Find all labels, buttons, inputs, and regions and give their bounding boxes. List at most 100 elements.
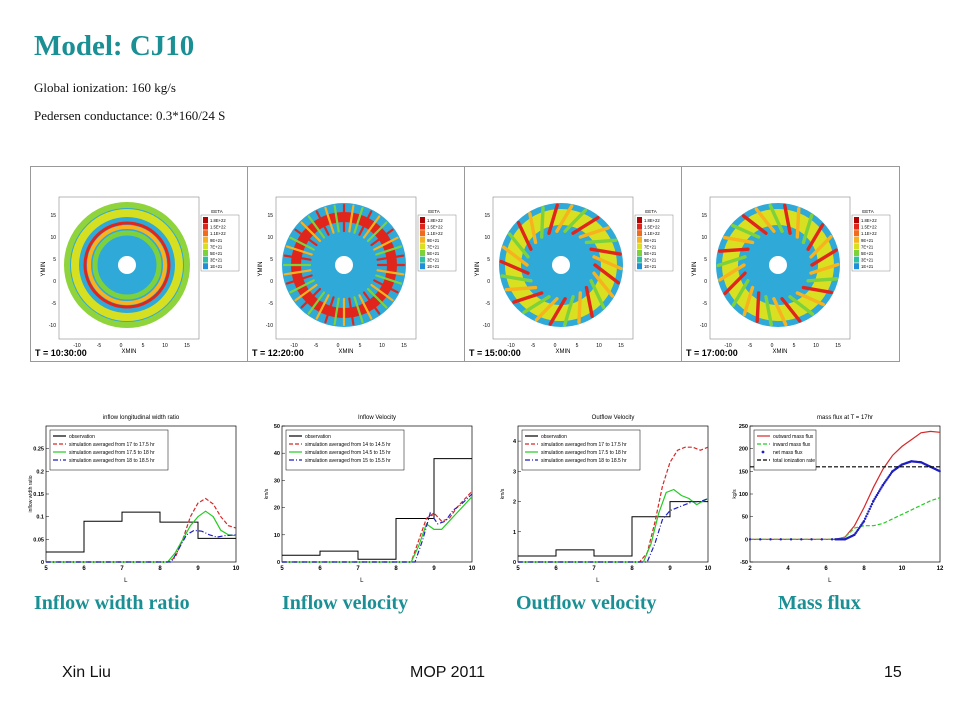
- x-axis-label: XMIN: [773, 349, 788, 355]
- legend-swatch: [203, 250, 208, 256]
- finger-stripe: [507, 232, 530, 259]
- finger-stripe: [593, 263, 621, 285]
- subtitle-conductance: Pedersen conductance: 0.3*160/24 S: [34, 108, 226, 123]
- legend-swatch: [854, 250, 859, 256]
- y-tick-label: 10: [701, 235, 707, 241]
- finger-stripe: [348, 204, 355, 233]
- y-tick-label: -50: [740, 560, 748, 566]
- y-tick-label: 1: [513, 530, 516, 536]
- finger-stripe: [563, 208, 588, 233]
- x-tick-label: 5: [359, 343, 362, 349]
- chart-title: Outflow Velocity: [592, 415, 635, 421]
- y-tick-label: 15: [484, 213, 490, 219]
- finger-stripe: [795, 207, 801, 239]
- y-tick-label: 0.15: [33, 492, 44, 498]
- finger-stripe: [283, 269, 312, 276]
- finger-stripe: [742, 285, 755, 317]
- plot-frame: [709, 196, 851, 340]
- x-tick-label: 8: [158, 566, 162, 572]
- legend-label: simulation averaged from 17.5 to 18 hr: [541, 450, 627, 456]
- finger-stripe: [768, 203, 784, 233]
- y-tick-label: 5: [53, 257, 56, 263]
- legend-swatch: [637, 223, 642, 230]
- series-line: [282, 458, 472, 560]
- finger-stripe: [571, 215, 600, 235]
- legend-label: 1.1E+22: [210, 231, 226, 236]
- legend-label: simulation averaged from 18 to 18.5 hr: [541, 458, 627, 464]
- y-axis-label: YMIN: [258, 262, 264, 277]
- x-tick-label: 10: [596, 343, 602, 349]
- legend-swatch: [420, 250, 425, 256]
- finger-stripe: [717, 247, 750, 253]
- x-tick-label: -10: [73, 343, 80, 349]
- legend-label: observation: [541, 434, 567, 440]
- finger-stripe: [283, 254, 312, 261]
- series-point: [869, 505, 873, 508]
- finger-stripe: [547, 203, 559, 235]
- y-tick-label: 0: [270, 279, 273, 285]
- finger-stripe: [375, 245, 403, 256]
- legend-label: 9E+21: [861, 238, 874, 243]
- legend-swatch: [854, 236, 859, 243]
- x-axis-label: XMIN: [339, 349, 354, 355]
- legend-swatch: [420, 217, 425, 223]
- finger-stripe: [373, 236, 399, 251]
- legend-swatch: [637, 250, 642, 256]
- legend-swatch: [854, 243, 859, 250]
- series-point: [874, 495, 877, 499]
- x-tick-label: 8: [630, 566, 634, 572]
- x-tick-label: -5: [314, 343, 319, 349]
- series-point: [866, 512, 869, 516]
- series-point: [872, 499, 875, 502]
- series-point: [830, 538, 834, 541]
- finger-stripe: [333, 297, 340, 326]
- x-tick-label: 2: [748, 566, 752, 572]
- series-line: [282, 496, 473, 563]
- legend-label: simulation averaged from 17 to 17.5 hr: [69, 442, 155, 448]
- x-tick-label: -5: [531, 343, 536, 349]
- series-line: [46, 511, 236, 553]
- legend-label: simulation averaged from 14 to 14.5 hr: [305, 442, 391, 448]
- finger-stripe: [731, 223, 761, 239]
- y-tick-label: 5: [487, 257, 490, 263]
- finger-stripe: [501, 245, 529, 267]
- legend-swatch: [420, 230, 425, 237]
- series-line: [518, 497, 709, 563]
- legend-label: 3E+21: [427, 258, 440, 263]
- sim-time-label: T = 10:30:00: [35, 348, 87, 358]
- finger-stripe: [358, 210, 373, 236]
- chart-outflow-velocity: Outflow Velocity 5 6 7 8 9 10 0 1 2 3 4 Lkm/s observa…: [500, 415, 712, 584]
- series-point: [779, 538, 782, 541]
- finger-stripe: [300, 287, 322, 309]
- finger-stripe: [578, 226, 610, 239]
- series-point: [876, 491, 880, 495]
- y-tick-label: 0: [487, 279, 490, 285]
- x-tick-label: -10: [290, 343, 297, 349]
- series-point: [879, 488, 882, 491]
- legend-label: 1E+21: [644, 264, 657, 269]
- y-tick-label: 5: [270, 257, 273, 263]
- finger-stripe: [806, 223, 825, 251]
- finger-stripe: [722, 235, 755, 245]
- x-axis-label: L: [124, 578, 128, 584]
- legend-label: 3E+21: [644, 258, 657, 263]
- y-tick-label: 200: [739, 447, 748, 453]
- series-line: [518, 446, 709, 563]
- y-tick-label: 0: [277, 560, 280, 566]
- y-axis-label: YMIN: [475, 262, 481, 277]
- legend-label: 1.8E+22: [644, 218, 660, 223]
- legend-swatch: [420, 236, 425, 243]
- legend-title: EETA: [428, 209, 439, 214]
- chart-inflow-width: inflow longitudinal width ratio 5 6 7 8 9 10 0 0…: [28, 415, 240, 584]
- x-axis-label: XMIN: [122, 349, 137, 355]
- sim-time-label: T = 17:00:00: [686, 348, 738, 358]
- finger-stripe: [370, 283, 394, 302]
- footer-page-number: 15: [884, 664, 902, 681]
- finger-stripe: [723, 271, 747, 296]
- y-tick-label: 15: [267, 213, 273, 219]
- x-axis-label: L: [596, 578, 600, 584]
- finger-stripe: [373, 279, 399, 294]
- sim-panel-1: YMIN XMIN -10 -10 -5 -5 0 0 5 5 10 10 15 15 EETA 1.8E+2…: [31, 167, 248, 361]
- finger-stripe: [376, 269, 405, 276]
- x-tick-label: 0: [771, 343, 774, 349]
